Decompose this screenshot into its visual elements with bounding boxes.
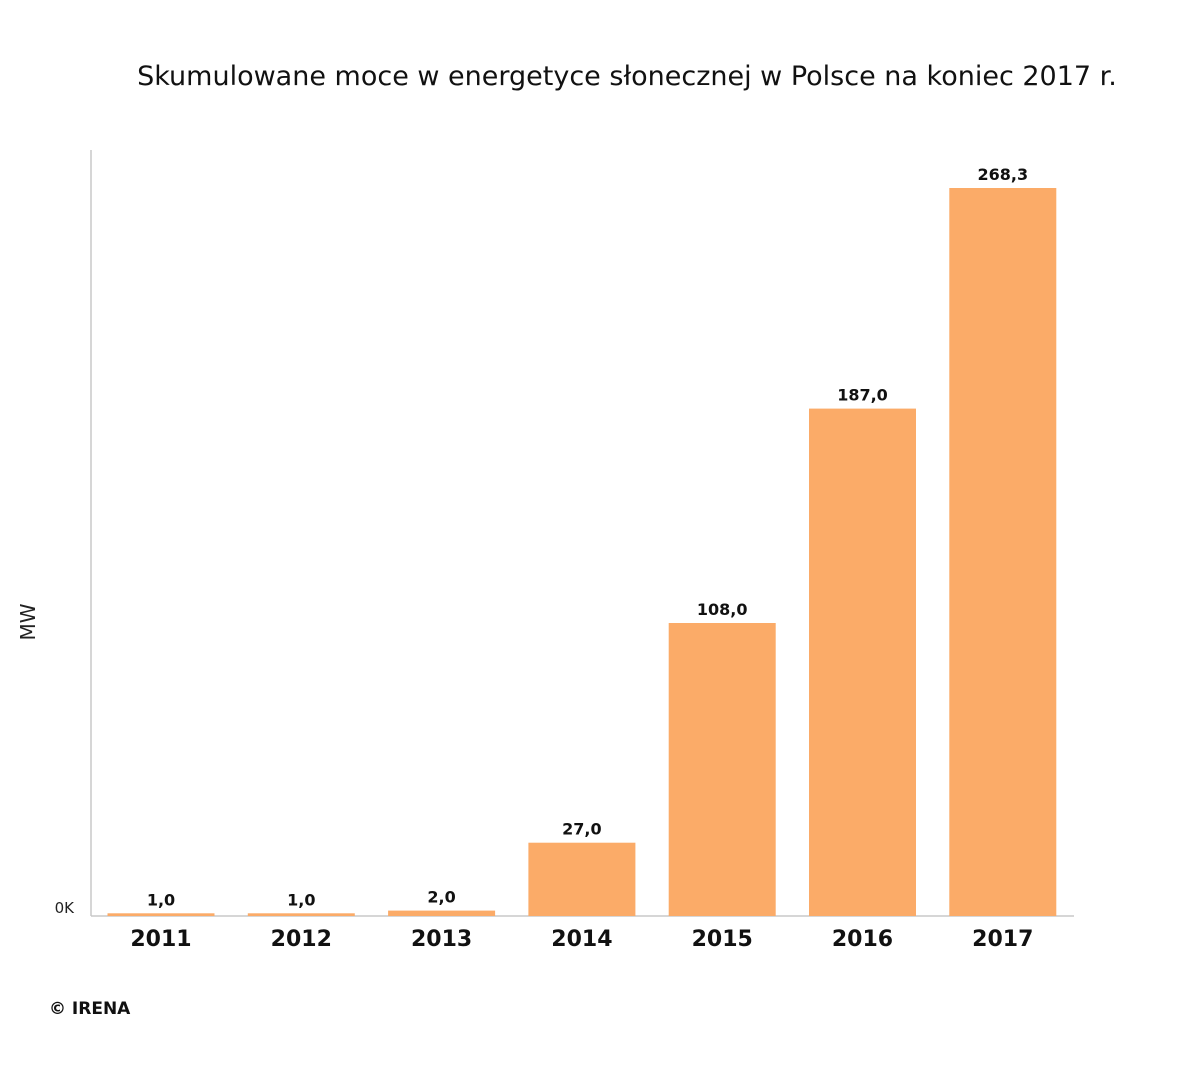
x-tick-label-2015: 2015 bbox=[692, 927, 753, 952]
x-tick-label-2011: 2011 bbox=[130, 927, 191, 952]
x-tick-label-2014: 2014 bbox=[551, 927, 612, 952]
y-tick-label: 0K bbox=[55, 899, 76, 917]
bar-2011 bbox=[107, 913, 215, 916]
value-label-2011: 1,0 bbox=[147, 890, 175, 909]
bar-2012 bbox=[247, 913, 355, 916]
value-label-2013: 2,0 bbox=[427, 888, 455, 907]
value-label-2016: 187,0 bbox=[837, 386, 888, 405]
x-tick-label-2017: 2017 bbox=[972, 927, 1033, 952]
value-label-2014: 27,0 bbox=[562, 820, 601, 839]
x-tick-label-2012: 2012 bbox=[271, 927, 332, 952]
credit-label: © IRENA bbox=[49, 999, 131, 1019]
value-label-2015: 108,0 bbox=[697, 600, 748, 619]
bar-2015 bbox=[668, 623, 776, 916]
x-tick-label-2013: 2013 bbox=[411, 927, 472, 952]
bar-2016 bbox=[809, 408, 916, 916]
bars-group: 1,0 2011 1,0 2012 2,0 2013 27,0 2014 108,0 2015 18… bbox=[107, 165, 1057, 952]
chart-title: Skumulowane moce w energetyce słonecznej… bbox=[137, 61, 1117, 92]
value-label-2017: 268,3 bbox=[977, 165, 1028, 184]
bar-2013 bbox=[388, 910, 496, 916]
y-axis-label: MW bbox=[16, 603, 40, 640]
x-tick-label-2016: 2016 bbox=[832, 927, 893, 952]
bar-2017 bbox=[949, 188, 1057, 916]
bar-2014 bbox=[528, 842, 636, 916]
value-label-2012: 1,0 bbox=[287, 890, 315, 909]
